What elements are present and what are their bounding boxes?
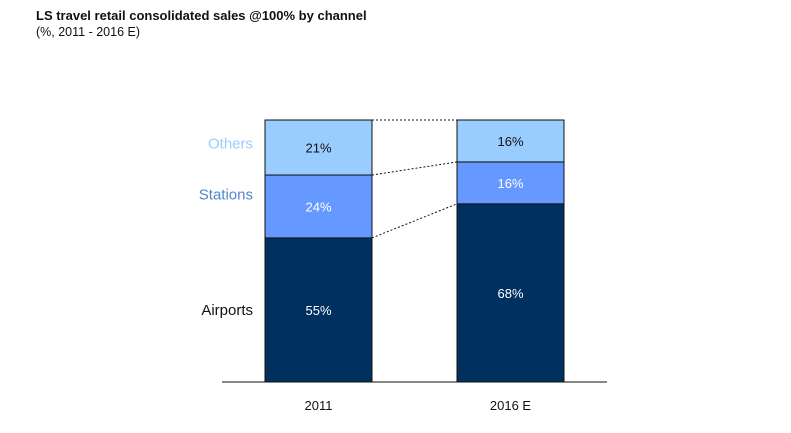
connector-line-stations [371,161,458,176]
bar-segment-others-0 [264,119,373,176]
series-label: Airports [201,302,253,319]
bar-segment-stations-0 [264,174,373,239]
chart-title: LS travel retail consolidated sales @100… [36,8,367,23]
chart-subtitle: (%, 2011 - 2016 E) [36,25,140,39]
bar-segment-airports-1 [456,203,565,383]
x-tick-label: 2011 [305,398,333,413]
data-label: 16% [497,134,523,149]
x-tick-label: 2016 E [490,398,532,413]
bar-segment-airports-0 [264,237,373,383]
connector-line-airports [371,203,458,239]
data-label: 68% [497,286,523,301]
data-label: 16% [497,176,523,191]
series-label: Others [208,136,253,153]
bar-segment-others-1 [456,119,565,163]
data-label: 55% [305,303,331,318]
data-label: 21% [305,141,331,156]
data-label: 24% [305,199,331,214]
series-label: Stations [199,186,253,203]
